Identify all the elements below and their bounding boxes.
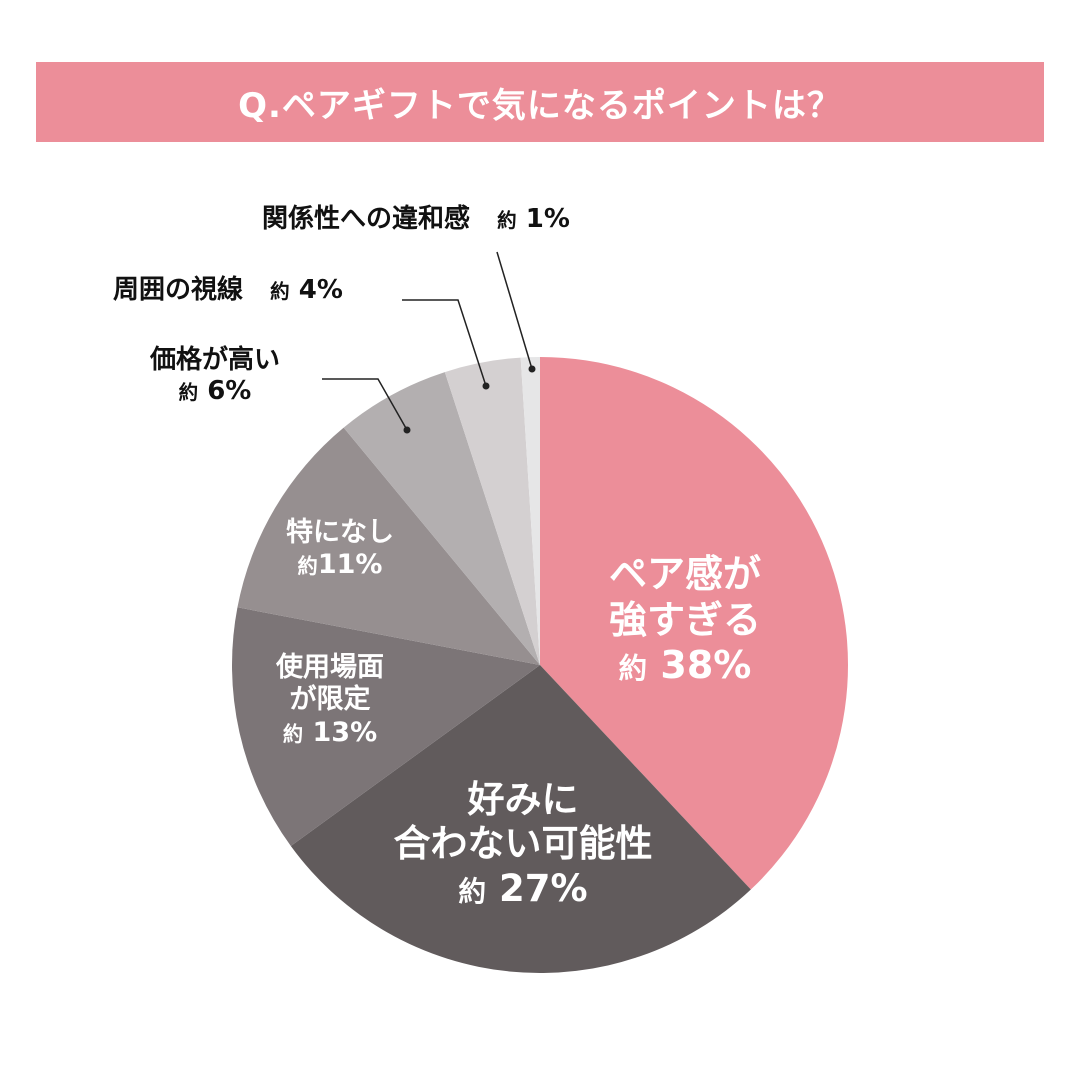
leader-line-relationship (496, 251, 533, 370)
label-surrounding-gaze: 周囲の視線 約 4% (113, 275, 343, 305)
label-text: 好みに (467, 778, 579, 821)
label-pair-feeling: ペア感が 強すぎる 約 38% (590, 552, 780, 689)
label-value: 約 13% (282, 716, 378, 748)
label-value: 1% (525, 204, 570, 234)
label-relationship-discomfort: 関係性への違和感 約 1% (262, 204, 570, 234)
label-value: 約 27% (458, 866, 588, 910)
pie-slice (290, 665, 751, 973)
leader-dots (403, 365, 536, 434)
label-value: 約 38% (618, 643, 752, 688)
title-banner: Q.ペアギフトで気になるポイントは？ (36, 62, 1044, 142)
label-text: 周囲の視線 (113, 275, 244, 305)
label-text: 特になし (286, 517, 394, 548)
leader-lines (322, 251, 533, 431)
label-value: 約 6% (178, 376, 252, 407)
label-text: 合わない可能性 (393, 822, 653, 866)
pie-slice (343, 372, 540, 665)
pie-slice (237, 427, 541, 665)
pie-slice (540, 357, 849, 890)
leader-line-gaze (402, 299, 487, 387)
pie-slice (232, 607, 540, 847)
label-text: 関係性への違和感 (262, 204, 471, 234)
label-nothing-particular: 特になし 約11% (270, 517, 410, 582)
chart-title: Q.ペアギフトで気になるポイントは？ (238, 85, 842, 126)
label-text: 強すぎる (608, 597, 761, 642)
label-value: 4% (298, 275, 343, 305)
label-text: が限定 (289, 684, 371, 716)
label-taste-mismatch: 好みに 合わない可能性 約 27% (368, 778, 678, 911)
label-text: ペア感が (608, 552, 761, 596)
pie-slice (444, 357, 540, 665)
pie-slice (520, 357, 540, 665)
label-text: 価格が高い (149, 345, 280, 375)
label-value: 約11% (297, 549, 383, 581)
label-text: 使用場面 (276, 652, 384, 683)
label-limited-use: 使用場面 が限定 約 13% (258, 652, 402, 749)
leader-line-price (322, 378, 408, 431)
label-price-high: 価格が高い 約 6% (140, 345, 290, 407)
